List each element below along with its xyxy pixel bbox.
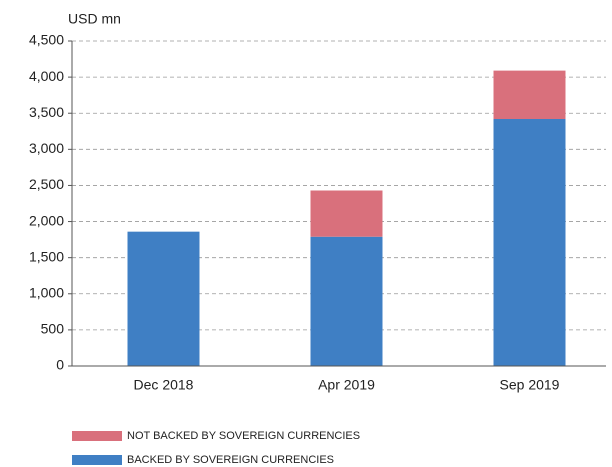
y-tick-label: 4,500 <box>29 32 64 48</box>
y-tick-label: 0 <box>56 357 64 373</box>
x-tick-label: Apr 2019 <box>318 377 375 393</box>
y-tick-label: 1,000 <box>29 284 64 300</box>
bar-segment <box>310 236 383 366</box>
x-tick-label: Dec 2018 <box>134 377 194 393</box>
y-tick-label: 3,000 <box>29 140 64 156</box>
y-tick-label: 2,500 <box>29 176 64 192</box>
bar-segment <box>127 231 200 366</box>
bar-segment <box>310 190 383 237</box>
y-tick-label: 500 <box>41 321 65 337</box>
y-tick-label: 4,000 <box>29 68 64 84</box>
y-tick-label: 2,000 <box>29 212 64 228</box>
bar-segment <box>493 70 566 119</box>
x-tick-label: Sep 2019 <box>500 377 560 393</box>
legend-label: NOT BACKED BY SOVEREIGN CURRENCIES <box>127 430 360 442</box>
y-tick-label: 3,500 <box>29 104 64 120</box>
legend-swatch <box>72 431 122 441</box>
bar-segment <box>493 119 566 366</box>
legend-swatch <box>72 455 122 465</box>
y-axis-label: USD mn <box>68 11 121 27</box>
legend-label: BACKED BY SOVEREIGN CURRENCIES <box>127 454 334 466</box>
y-tick-label: 1,500 <box>29 248 64 264</box>
